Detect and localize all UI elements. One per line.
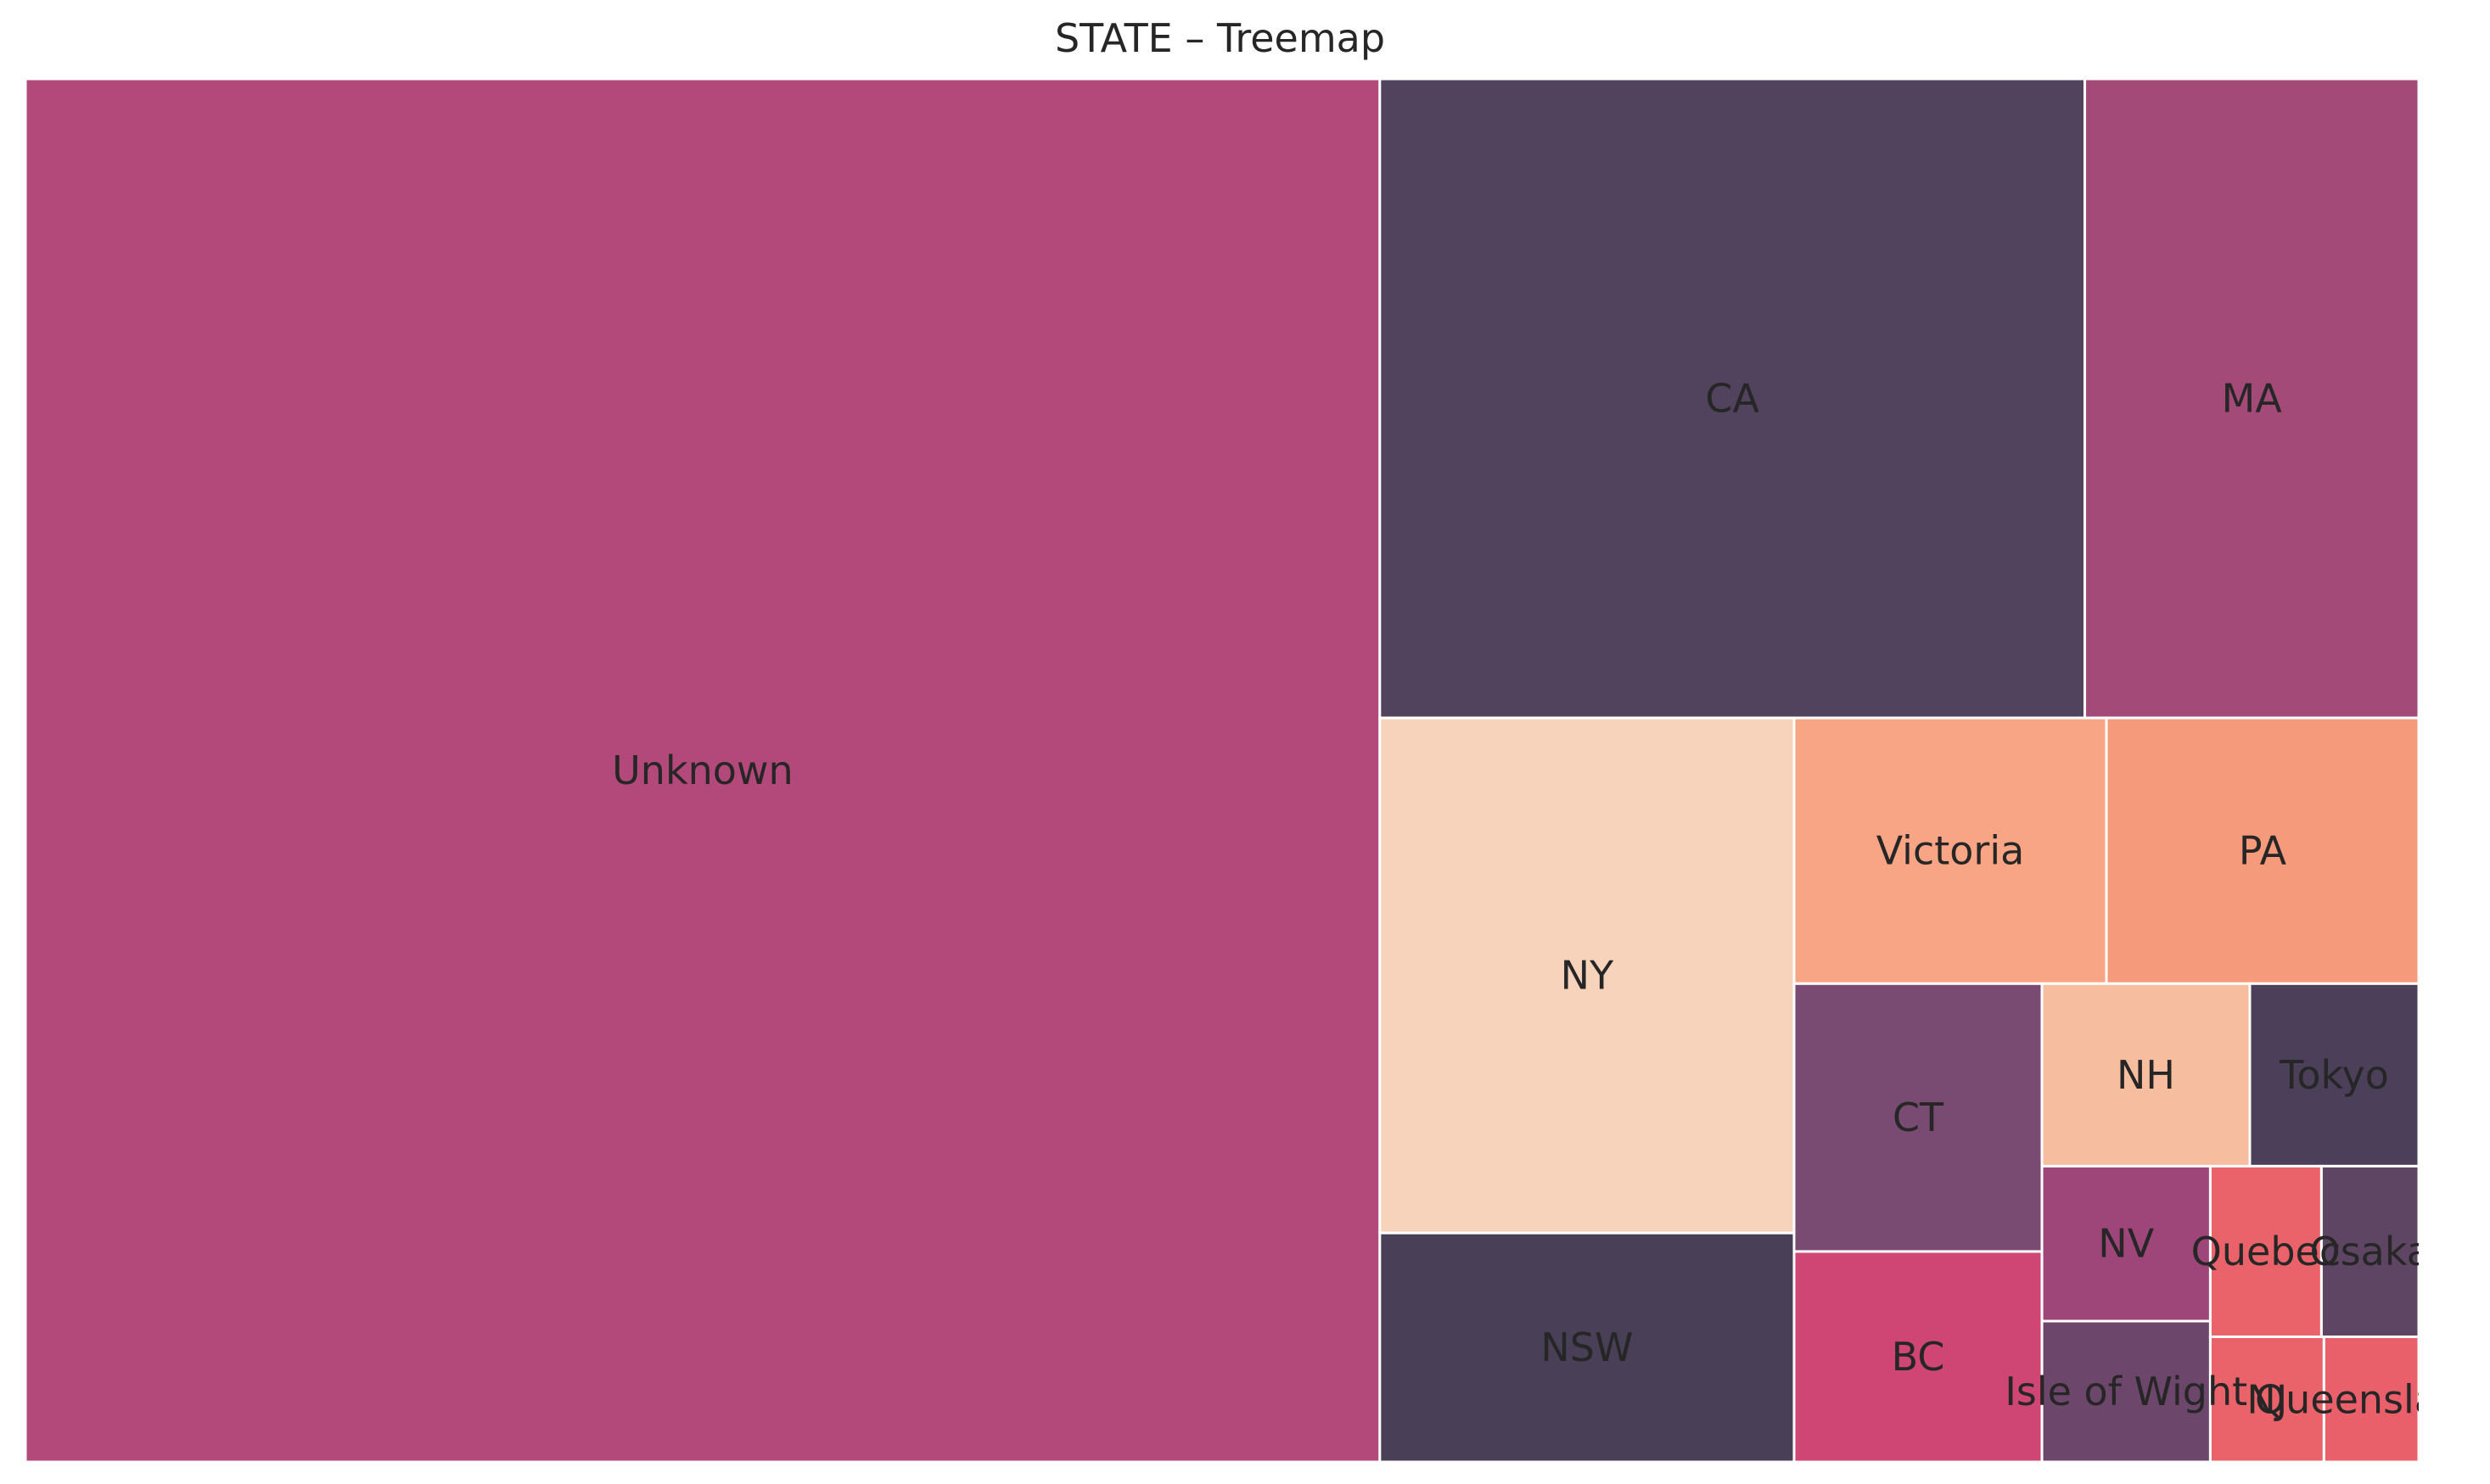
treemap-plot: Unknown CA MA NY NSW Victoria PA CT BC NH Tokyo NV I… xyxy=(25,79,2419,1462)
tile-label-nj: NJ xyxy=(2246,1376,2287,1422)
tile-label-ny: NY xyxy=(1561,953,1614,999)
tile-nj xyxy=(2208,1336,2325,1462)
tile-ma xyxy=(2083,79,2419,720)
tile-isle-of-wight xyxy=(2040,1319,2212,1462)
tile-label-isle-of-wight: Isle of Wight xyxy=(2005,1369,2247,1414)
tile-label-nh: NH xyxy=(2117,1052,2175,1098)
tile-ny xyxy=(1378,716,1796,1235)
tile-label-osaka: Osaka xyxy=(2310,1229,2419,1274)
tile-label-quebec: Quebec xyxy=(2191,1229,2341,1274)
tile-label-victoria: Victoria xyxy=(1876,828,2025,874)
tile-unknown xyxy=(25,79,1382,1462)
chart-title: STATE – Treemap xyxy=(1054,15,1386,61)
tile-label-tokyo: Tokyo xyxy=(2279,1052,2389,1098)
tile-nsw xyxy=(1378,1231,1796,1462)
tile-label-ct: CT xyxy=(1893,1095,1944,1140)
tile-label-queensland: Queensland xyxy=(2255,1376,2419,1422)
tile-nv xyxy=(2040,1164,2212,1323)
tile-ct xyxy=(1792,982,2044,1253)
tile-label-nsw: NSW xyxy=(1540,1324,1633,1370)
tile-osaka xyxy=(2319,1164,2419,1339)
tile-label-nv: NV xyxy=(2098,1221,2154,1267)
tile-label-unknown: Unknown xyxy=(612,748,794,793)
tile-label-ma: MA xyxy=(2222,376,2283,422)
tile-victoria xyxy=(1792,716,2108,985)
tile-ca xyxy=(1378,79,2087,720)
tile-label-ca: CA xyxy=(1705,376,1759,422)
tile-pa xyxy=(2105,716,2419,985)
tile-label-pa: PA xyxy=(2239,828,2287,874)
tile-label-bc: BC xyxy=(1892,1334,1945,1380)
